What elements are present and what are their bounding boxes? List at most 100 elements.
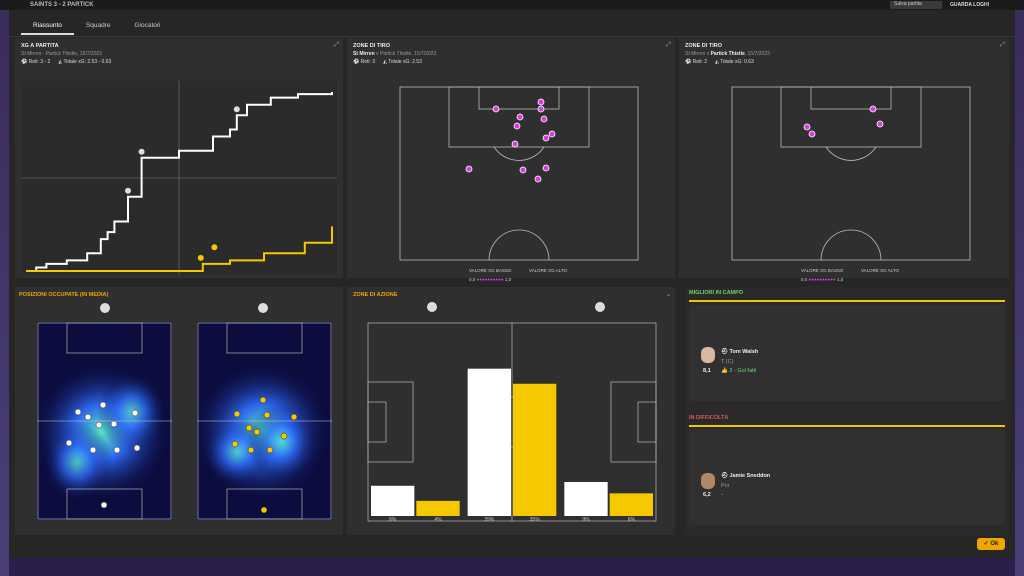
player-marker (110, 420, 118, 428)
player-avatar (701, 347, 715, 363)
worst-player-note: - (721, 492, 723, 498)
xg-scale: 0,0 ●●●●●●●●●● 1,0 (801, 277, 844, 282)
xg-panel: XG A PARTITA St Mirren - Partick Thistle… (15, 38, 343, 278)
tab-bar: Riassunto Squadre Giocatori (21, 18, 173, 38)
shot-marker (537, 98, 545, 106)
player-avatar (701, 473, 715, 489)
shot-marker (511, 140, 519, 148)
shot-marker (542, 164, 550, 172)
shot-marker (492, 105, 500, 113)
shots-away-goals: ⚽ Reti: 2 (685, 59, 708, 65)
shot-marker (519, 166, 527, 174)
xg-subtitle: St Mirren - Partick Thistle, 15/7/2023 (21, 51, 103, 57)
players-panel: MIGLIORI IN CAMPO ⛑ Tom Walsh T (C) 8,1 … (685, 287, 1009, 535)
tab-summary[interactable]: Riassunto (21, 18, 74, 35)
heatmap-home (37, 322, 172, 520)
xg-legend-low: VALORE XG BASSO (801, 268, 844, 273)
xg-legend-high: VALORE XG ALTO (861, 268, 900, 273)
bar-home-1 (467, 368, 511, 516)
xg-chart (21, 81, 337, 275)
penalty-box-left (367, 381, 414, 463)
bar-label-away-0: 4% (434, 517, 442, 522)
bar-away-0 (416, 500, 460, 516)
shot-map-away (731, 86, 971, 261)
shots-home-goals: ⚽ Reti: 3 (353, 59, 376, 65)
tab-players[interactable]: Giocatori (134, 22, 161, 29)
shot-marker (869, 105, 877, 113)
save-match-button[interactable]: Salva partita (890, 1, 942, 9)
xg-title: XG A PARTITA (21, 43, 59, 49)
expand-icon[interactable]: ⤢ (666, 42, 671, 48)
bar-home-0 (371, 485, 415, 516)
watch-highlights-button[interactable]: GUARDA LOGHI (950, 2, 989, 8)
shot-map-home (399, 86, 639, 261)
check-icon: ✓ (983, 541, 989, 547)
bar-label-home-1: 39% (484, 517, 495, 522)
action-zones-panel: ZONE DI AZIONE ⌄ 8% 4% 39% 35% 9% 6% (347, 287, 675, 535)
best-player-role: T (C) (721, 359, 734, 365)
bar-label-home-0: 8% (389, 517, 397, 522)
top-bar: SAINTS 3 - 2 PARTICK Salva partita GUARD… (0, 0, 1024, 10)
bar-label-away-2: 6% (628, 517, 636, 522)
match-stats-dialog: Riassunto Squadre Giocatori XG A PARTITA… (9, 10, 1015, 558)
background-right (1015, 10, 1024, 576)
shot-marker (534, 175, 542, 183)
bar-label-home-2: 9% (582, 517, 590, 522)
goal-marker (138, 148, 145, 155)
player-marker (263, 411, 271, 419)
tab-teams[interactable]: Squadre (85, 22, 111, 29)
shots-home-panel: ZONE DI TIRO St Mirren v Partick Thistle… (347, 38, 675, 282)
tab-divider (9, 36, 1015, 37)
bar-away-1 (513, 383, 557, 516)
away-crest-icon (258, 303, 268, 313)
shot-marker (542, 134, 550, 142)
chevron-down-icon[interactable]: ⌄ (665, 292, 671, 298)
best-divider (689, 300, 1005, 302)
xg-goals: ⚽ Reti: 3 - 2 (21, 59, 51, 65)
shot-marker (808, 130, 816, 138)
best-player-card[interactable]: ⛑ Tom Walsh T (C) 8,1 👍 2 - Gol fatti (689, 305, 1005, 401)
player-marker (89, 446, 97, 454)
goal-marker (211, 244, 218, 251)
bar-away-2 (609, 493, 653, 516)
ok-button[interactable]: ✓ Ok (977, 538, 1005, 550)
player-marker (99, 401, 107, 409)
worst-player-role: Por (721, 483, 730, 489)
goal-marker (233, 106, 240, 113)
goal-marker (197, 254, 204, 261)
heatmap-away (197, 322, 332, 520)
player-marker (84, 413, 92, 421)
shots-away-panel: ZONE DI TIRO St Mirren v Partick Thistle… (679, 38, 1009, 282)
shots-home-subtitle: St Mirren v Partick Thistle, 15/7/2023 (353, 51, 437, 57)
player-marker (247, 446, 255, 454)
player-marker (253, 428, 261, 436)
goal-box-right (637, 401, 657, 443)
goal-box-left (367, 401, 387, 443)
best-player-note: 👍 2 - Gol fatti (721, 368, 757, 374)
background-left (0, 10, 9, 576)
shot-marker (548, 130, 556, 138)
expand-icon[interactable]: ⤢ (1000, 42, 1005, 48)
match-score-title: SAINTS 3 - 2 PARTICK (30, 2, 94, 8)
positions-panel: POSIZIONI OCCUPATE (IN MEDIA) (15, 287, 343, 535)
expand-icon[interactable]: ⤢ (334, 42, 339, 48)
player-marker (260, 506, 268, 514)
shot-marker (537, 105, 545, 113)
player-marker (233, 410, 241, 418)
player-marker (231, 440, 239, 448)
xg-series-line-1 (26, 226, 333, 272)
player-marker (113, 446, 121, 454)
worst-player-card[interactable]: ⛑ Jamie Sneddon Por 6,2 - (689, 429, 1005, 525)
shot-marker (465, 165, 473, 173)
best-player-name: ⛑ Tom Walsh (721, 349, 759, 355)
penalty-box-right (610, 381, 657, 463)
player-marker (259, 396, 267, 404)
shot-marker (513, 122, 521, 130)
xg-scale: 0,0 ●●●●●●●●●● 1,0 (469, 277, 512, 282)
best-title: MIGLIORI IN CAMPO (689, 290, 744, 296)
worst-divider (689, 425, 1005, 427)
bar-label-away-1: 35% (530, 517, 541, 522)
home-crest-icon (427, 302, 437, 312)
worst-player-rating: 6,2 (703, 492, 711, 498)
player-marker (74, 408, 82, 416)
